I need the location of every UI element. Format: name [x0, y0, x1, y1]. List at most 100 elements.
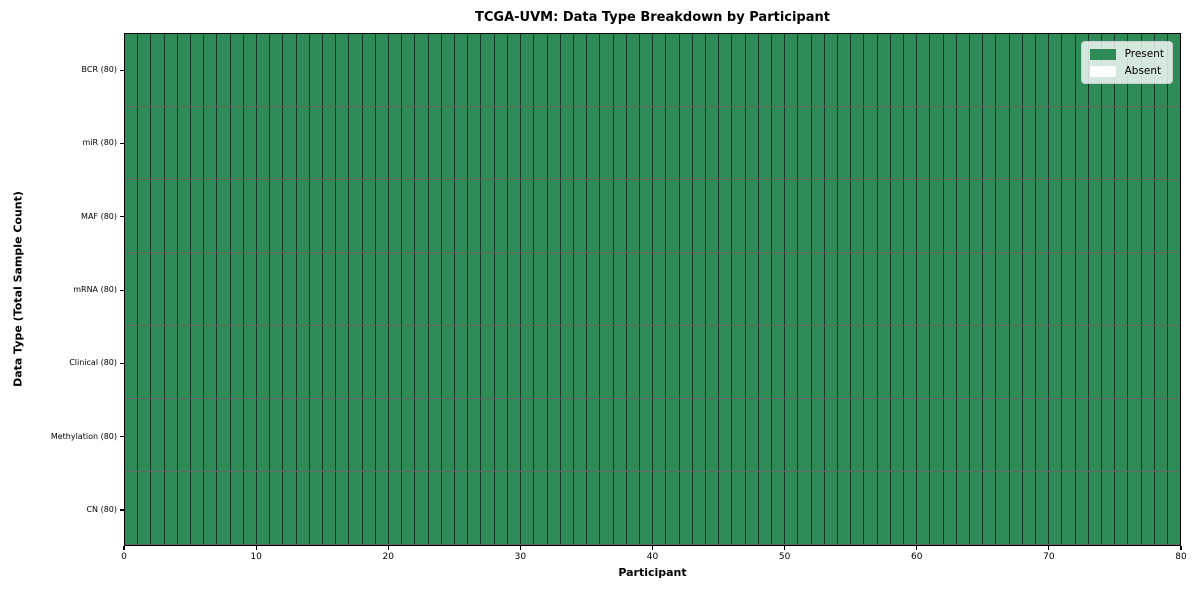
heatmap-cell [375, 180, 390, 252]
heatmap-cell [970, 253, 984, 325]
heatmap-cell [521, 107, 535, 179]
heatmap-cell [692, 180, 706, 252]
heatmap-cell [125, 107, 139, 179]
heatmap-cell [547, 326, 561, 398]
heatmap-cell [257, 253, 271, 325]
heatmap-cell [415, 472, 429, 544]
heatmap-cell [732, 326, 746, 398]
heatmap-cell [547, 399, 561, 471]
heatmap-cell [191, 180, 205, 252]
heatmap-cell [534, 107, 548, 179]
heatmap-cell [1141, 180, 1155, 252]
heatmap-cell [507, 472, 522, 544]
heatmap-cell [323, 326, 337, 398]
heatmap-cell [600, 472, 614, 544]
heatmap-cell [864, 180, 878, 252]
heatmap-cell [679, 253, 693, 325]
heatmap-cell [666, 107, 680, 179]
heatmap-cell [1049, 472, 1063, 544]
x-tick-mark [651, 546, 654, 550]
heatmap-cell [151, 326, 165, 398]
heatmap-cell [626, 472, 640, 544]
heatmap-cell [217, 34, 231, 106]
heatmap-cell [441, 180, 456, 252]
heatmap-cell [877, 253, 891, 325]
heatmap-cell [917, 399, 931, 471]
heatmap-cell [705, 472, 720, 544]
heatmap-cell [679, 34, 693, 106]
heatmap-cell [573, 253, 588, 325]
heatmap-cell [402, 326, 416, 398]
x-tick-label: 80 [1175, 552, 1187, 562]
heatmap-cell [1102, 253, 1116, 325]
heatmap-cell [1102, 399, 1116, 471]
heatmap-cell [996, 326, 1010, 398]
heatmap-cell [666, 34, 680, 106]
heatmap-cell [824, 326, 838, 398]
heatmap-cell [983, 107, 997, 179]
heatmap-cell [996, 107, 1010, 179]
heatmap-cell [428, 34, 442, 106]
heatmap-cell [1075, 253, 1089, 325]
heatmap-cell [1088, 399, 1103, 471]
heatmap-cell [415, 253, 429, 325]
legend-item-present: Present [1089, 48, 1164, 60]
heatmap-cell [666, 472, 680, 544]
x-tick-mark [1180, 546, 1182, 550]
heatmap-cell [1141, 253, 1155, 325]
heatmap-row [125, 180, 1181, 253]
heatmap-cell [296, 107, 310, 179]
heatmap-cell [428, 180, 442, 252]
heatmap-cell [1049, 34, 1063, 106]
heatmap-cell [468, 180, 482, 252]
heatmap-cell [719, 253, 733, 325]
heatmap-cell [798, 399, 812, 471]
heatmap-cell [481, 472, 495, 544]
heatmap-cell [890, 326, 904, 398]
heatmap-cell [1115, 399, 1129, 471]
heatmap-cell [983, 34, 997, 106]
heatmap-cell [771, 326, 786, 398]
heatmap-cell [283, 399, 297, 471]
heatmap-cell [270, 326, 284, 398]
heatmap-cell [1049, 180, 1063, 252]
heatmap-cell [362, 472, 376, 544]
heatmap-cell [1128, 253, 1142, 325]
heatmap-cell [626, 34, 640, 106]
heatmap-cell [785, 472, 799, 544]
heatmap-cell [1102, 107, 1116, 179]
heatmap-cell [468, 326, 482, 398]
heatmap-cell [323, 34, 337, 106]
heatmap-cell [903, 472, 918, 544]
heatmap-cell [1128, 399, 1142, 471]
heatmap-cell [204, 107, 218, 179]
heatmap-cell [692, 472, 706, 544]
heatmap-cell [402, 34, 416, 106]
heatmap-cell [243, 399, 258, 471]
heatmap-cell [441, 399, 456, 471]
heatmap-cell [653, 399, 667, 471]
heatmap-cell [151, 107, 165, 179]
heatmap-row [125, 34, 1181, 107]
heatmap-cell [877, 399, 891, 471]
heatmap-cell [177, 326, 192, 398]
heatmap-cell [138, 253, 152, 325]
heatmap-cell [521, 34, 535, 106]
heatmap-cell [560, 472, 574, 544]
heatmap-cell [177, 34, 192, 106]
heatmap-cell [1022, 399, 1037, 471]
heatmap-cell [613, 253, 627, 325]
heatmap-cell [930, 107, 944, 179]
chart-title: TCGA-UVM: Data Type Breakdown by Partici… [475, 10, 830, 25]
heatmap-cell [824, 472, 838, 544]
heatmap-cell [389, 253, 403, 325]
heatmap-cell [375, 399, 390, 471]
heatmap-cell [1022, 107, 1037, 179]
heatmap-cell [1168, 326, 1181, 398]
heatmap-cell [679, 180, 693, 252]
heatmap-cell [1049, 399, 1063, 471]
heatmap-cell [745, 399, 759, 471]
heatmap-cell [362, 34, 376, 106]
heatmap-cell [1154, 107, 1169, 179]
heatmap-cell [468, 34, 482, 106]
